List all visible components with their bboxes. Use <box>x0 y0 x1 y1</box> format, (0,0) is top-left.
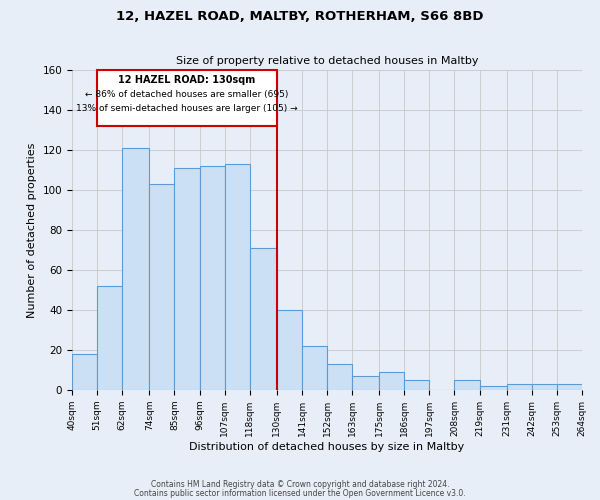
Bar <box>479 386 507 390</box>
FancyBboxPatch shape <box>97 70 277 126</box>
Bar <box>277 310 302 390</box>
Bar <box>507 384 532 390</box>
Bar <box>455 380 479 390</box>
Text: ← 86% of detached houses are smaller (695): ← 86% of detached houses are smaller (69… <box>85 90 289 99</box>
Bar <box>199 166 224 390</box>
Bar <box>224 164 250 390</box>
Bar <box>327 364 352 390</box>
Bar <box>250 248 277 390</box>
Bar <box>557 384 582 390</box>
Y-axis label: Number of detached properties: Number of detached properties <box>27 142 37 318</box>
Bar <box>122 148 149 390</box>
Bar <box>149 184 175 390</box>
X-axis label: Distribution of detached houses by size in Maltby: Distribution of detached houses by size … <box>190 442 464 452</box>
Bar <box>532 384 557 390</box>
Bar <box>379 372 404 390</box>
Bar <box>97 286 122 390</box>
Text: 13% of semi-detached houses are larger (105) →: 13% of semi-detached houses are larger (… <box>76 104 298 113</box>
Title: Size of property relative to detached houses in Maltby: Size of property relative to detached ho… <box>176 56 478 66</box>
Bar <box>72 354 97 390</box>
Text: Contains HM Land Registry data © Crown copyright and database right 2024.: Contains HM Land Registry data © Crown c… <box>151 480 449 489</box>
Bar <box>404 380 430 390</box>
Bar <box>352 376 379 390</box>
Text: 12, HAZEL ROAD, MALTBY, ROTHERHAM, S66 8BD: 12, HAZEL ROAD, MALTBY, ROTHERHAM, S66 8… <box>116 10 484 23</box>
Text: Contains public sector information licensed under the Open Government Licence v3: Contains public sector information licen… <box>134 488 466 498</box>
Bar <box>175 168 199 390</box>
Bar <box>302 346 327 390</box>
Text: 12 HAZEL ROAD: 130sqm: 12 HAZEL ROAD: 130sqm <box>118 75 256 85</box>
